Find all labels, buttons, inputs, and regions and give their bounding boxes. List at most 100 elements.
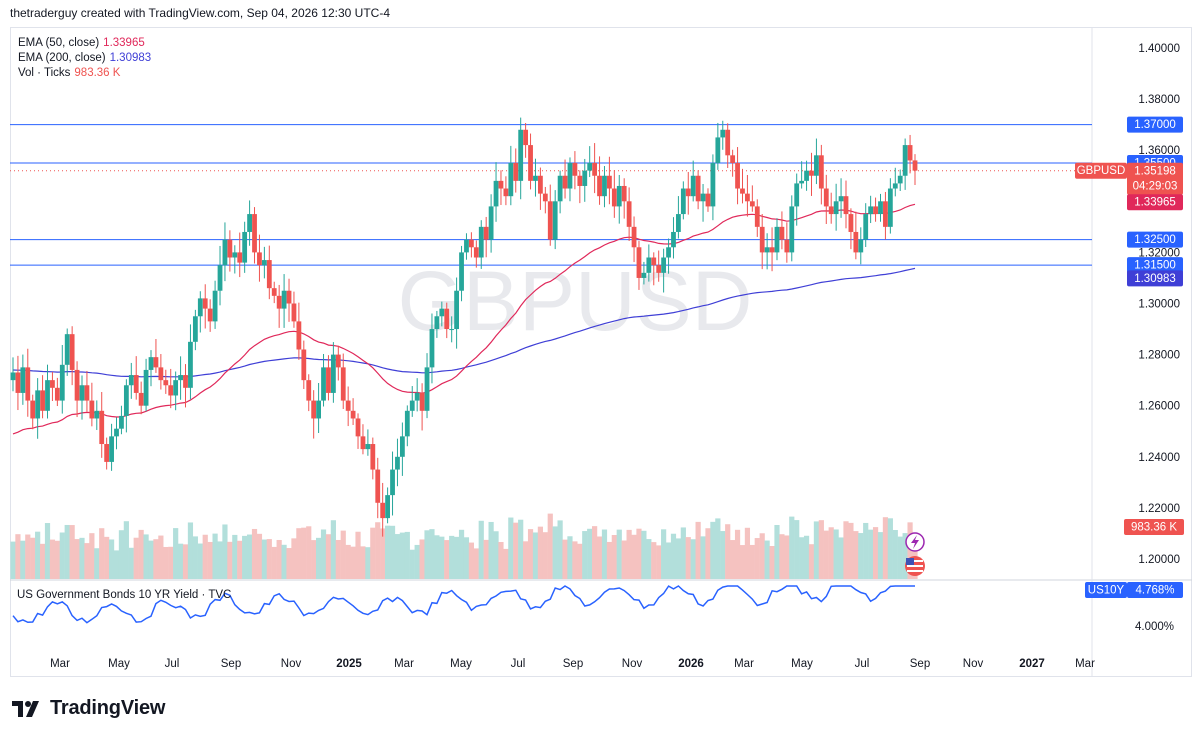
time-axis-tick: Jul bbox=[855, 658, 870, 670]
price-axis-tick: 1.24000 bbox=[1138, 452, 1180, 464]
candle-body bbox=[99, 410, 105, 445]
volume-bar bbox=[542, 532, 548, 579]
candle-body bbox=[227, 239, 233, 258]
candle-body bbox=[537, 175, 543, 194]
volume-bar bbox=[123, 521, 129, 579]
volume-bar bbox=[868, 529, 874, 579]
volume-bar bbox=[148, 540, 154, 579]
volume-bar bbox=[705, 528, 711, 579]
candle-body bbox=[552, 201, 558, 240]
candle-body bbox=[878, 201, 883, 215]
candle-body bbox=[10, 372, 16, 381]
candle-body bbox=[833, 201, 839, 215]
time-axis-tick: Nov bbox=[281, 658, 302, 670]
candle-body bbox=[749, 201, 755, 207]
candle-body bbox=[725, 129, 731, 156]
volume-legend[interactable]: Vol · Ticks 983.36 K bbox=[18, 66, 151, 81]
us10y-yield-line bbox=[12, 585, 915, 624]
candle-body bbox=[464, 239, 469, 253]
candle-body bbox=[119, 415, 124, 429]
candle-body bbox=[153, 357, 159, 368]
candle-body bbox=[261, 260, 267, 266]
candle-body bbox=[587, 162, 593, 171]
time-axis-tick: Mar bbox=[734, 658, 754, 670]
candle-body bbox=[710, 162, 716, 207]
time-axis-tick: 2025 bbox=[336, 658, 362, 670]
candle-body bbox=[104, 444, 110, 462]
yield-axis-tick: 4.000% bbox=[1135, 621, 1174, 633]
last-price-tag-bg bbox=[1127, 162, 1183, 195]
volume-bar bbox=[439, 536, 445, 579]
candle-body bbox=[887, 188, 893, 227]
volume-bar bbox=[675, 538, 682, 579]
volume-bar bbox=[434, 535, 440, 579]
candle-body bbox=[326, 367, 331, 393]
candle-body bbox=[94, 410, 100, 419]
candle-body bbox=[764, 247, 770, 253]
candle-body bbox=[912, 160, 918, 171]
volume-bar bbox=[567, 536, 573, 579]
candle-body bbox=[296, 321, 302, 350]
candle-body bbox=[547, 201, 553, 240]
volume-bar bbox=[547, 513, 553, 579]
volume-bar bbox=[173, 528, 179, 579]
candle-body bbox=[720, 129, 726, 138]
candle-body bbox=[133, 375, 139, 393]
candle-body bbox=[843, 196, 849, 215]
candle-body bbox=[207, 308, 213, 322]
volume-bar bbox=[739, 545, 746, 579]
candle-body bbox=[25, 367, 31, 401]
ema50-price-tag-text: 1.33965 bbox=[1134, 197, 1176, 209]
candle-body bbox=[518, 129, 524, 181]
volume-bar bbox=[725, 524, 731, 579]
volume-bar bbox=[537, 526, 543, 579]
volume-bar bbox=[853, 531, 859, 579]
volume-legend-label: Vol · Ticks bbox=[18, 67, 71, 79]
us-flag-event-icon[interactable] bbox=[905, 556, 925, 576]
candle-body bbox=[197, 298, 203, 317]
candle-body bbox=[188, 341, 193, 388]
candle-body bbox=[809, 170, 814, 176]
volume-bar bbox=[892, 530, 898, 579]
candle-body bbox=[621, 185, 627, 202]
lightning-event-icon[interactable] bbox=[905, 532, 925, 552]
volume-bar bbox=[641, 530, 647, 579]
volume-bar bbox=[251, 528, 258, 579]
volume-bar bbox=[582, 531, 588, 579]
volume-bar bbox=[503, 548, 509, 579]
candle-body bbox=[715, 137, 721, 163]
time-axis-tick: Mar bbox=[1075, 658, 1095, 670]
volume-bar bbox=[94, 548, 100, 579]
candle-body bbox=[488, 206, 494, 240]
candle-body bbox=[597, 175, 602, 197]
volume-bar bbox=[813, 521, 820, 579]
candle-body bbox=[399, 436, 405, 457]
candle-body bbox=[271, 288, 277, 296]
volume-bar bbox=[907, 522, 913, 579]
volume-bar bbox=[163, 546, 169, 579]
volume-bar bbox=[863, 522, 869, 579]
volume-bar bbox=[606, 541, 613, 579]
ema50-legend[interactable]: EMA (50, close) 1.33965 bbox=[18, 36, 151, 51]
candle-body bbox=[350, 410, 356, 419]
tradingview-logo[interactable]: TradingView bbox=[12, 697, 165, 720]
volume-bar bbox=[217, 541, 223, 579]
candle-body bbox=[616, 185, 622, 207]
candle-body bbox=[858, 239, 864, 253]
volume-bar bbox=[291, 538, 297, 579]
ema200-legend[interactable]: EMA (200, close) 1.30983 bbox=[18, 51, 151, 66]
symbol-badge-bg bbox=[1075, 162, 1127, 179]
volume-bar bbox=[636, 528, 642, 579]
candle-body bbox=[345, 400, 351, 411]
candle-body bbox=[671, 231, 676, 248]
volume-bar bbox=[375, 522, 381, 579]
time-axis-tick: Jul bbox=[511, 658, 526, 670]
candle-body bbox=[30, 400, 36, 419]
candle-body bbox=[567, 162, 573, 189]
volume-bar bbox=[665, 542, 672, 579]
us10y-symbol-badge-text: US10Y bbox=[1088, 585, 1125, 597]
price-axis-tick: 1.26000 bbox=[1138, 401, 1180, 413]
volume-bar bbox=[557, 520, 563, 579]
candle-body bbox=[868, 206, 874, 215]
